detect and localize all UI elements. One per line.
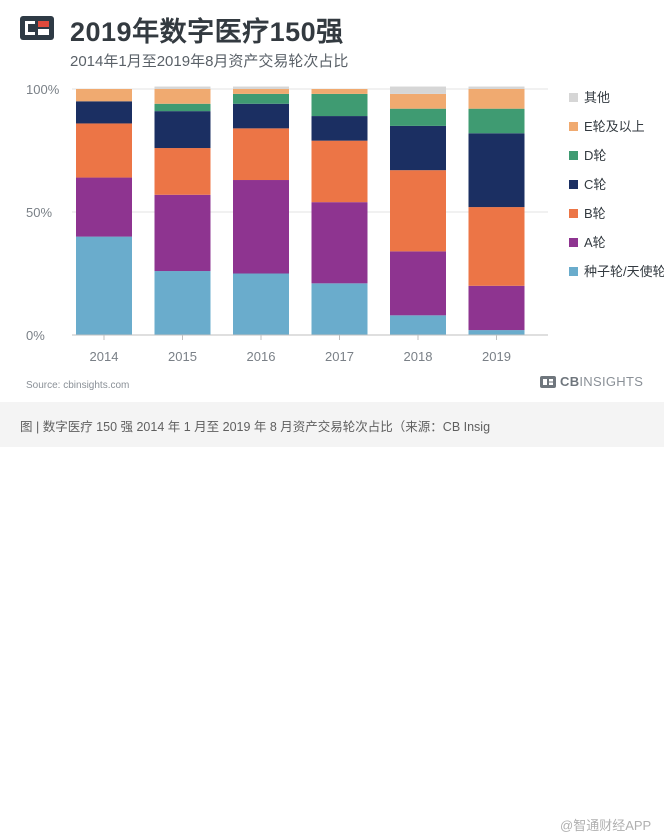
bar-segment [233, 103, 289, 129]
bar-segment [390, 125, 446, 171]
legend-label: D轮 [584, 148, 606, 163]
x-tick-label: 2014 [90, 349, 119, 364]
bar-segment [154, 148, 211, 195]
bar-segment [233, 93, 289, 104]
bar-segment [390, 315, 446, 335]
bar-segment [390, 86, 446, 94]
bar-segment [468, 108, 525, 134]
legend-swatch [569, 93, 578, 102]
legend-swatch [569, 122, 578, 131]
legend-swatch [569, 267, 578, 276]
chart-title: 2019年数字医疗150强 [70, 17, 344, 47]
bar-segment [468, 86, 525, 89]
legend-label: C轮 [584, 177, 606, 192]
bar-segment [311, 140, 368, 203]
legend-label: A轮 [584, 235, 606, 250]
bar-segment [154, 89, 211, 104]
bar-segment [390, 108, 446, 126]
cbinsights-brand-icon [540, 375, 556, 388]
legend-swatch [569, 180, 578, 189]
bar-segment [311, 283, 368, 335]
bar-segment [390, 170, 446, 252]
bar-segment [311, 89, 368, 94]
bar-segment [311, 93, 368, 117]
brand-cb: CB [560, 374, 580, 389]
legend-swatch [569, 238, 578, 247]
legend-label: E轮及以上 [584, 119, 645, 134]
legend-swatch [569, 209, 578, 218]
bar-segment [468, 207, 525, 286]
x-tick-label: 2016 [247, 349, 276, 364]
bar-segment [76, 89, 132, 102]
bar-segment [76, 101, 132, 124]
bar-segment [233, 180, 289, 274]
x-tick-label: 2015 [168, 349, 197, 364]
bar-segment [233, 86, 289, 89]
bar-segment [233, 273, 289, 335]
bar-segment [468, 89, 525, 109]
bar-segment [468, 285, 525, 331]
bar-segment [390, 93, 446, 109]
bar-segment [233, 89, 289, 94]
x-tick-label: 2019 [482, 349, 511, 364]
source-note: Source: cbinsights.com [26, 380, 130, 391]
bar-segment [468, 133, 525, 208]
brand-insights: INSIGHTS [579, 374, 644, 389]
y-tick-label: 0% [26, 328, 45, 343]
caption-text: 图 | 数字医疗 150 强 2014 年 1 月至 2019 年 8 月资产交… [20, 420, 491, 434]
bar-segment [76, 177, 132, 237]
cb-logo-icon [20, 16, 54, 40]
bar-segment [76, 236, 132, 335]
x-tick-label: 2017 [325, 349, 354, 364]
y-tick-label: 50% [26, 205, 52, 220]
bar-segment [390, 251, 446, 316]
chart-card: 2019年数字医疗150强 2014年1月至2019年8月资产交易轮次占比 0%… [0, 0, 664, 402]
stacked-bar-chart: 0% 50% 100% 2014 2015 2016 2017 2018 2019 其他 E轮及以… [26, 82, 664, 364]
bar-segment [233, 128, 289, 181]
bar-segment [76, 123, 132, 178]
y-tick-label: 100% [26, 82, 60, 97]
legend-label: B轮 [584, 206, 606, 221]
bar-segment [311, 202, 368, 284]
cbinsights-brand: CBINSIGHTS [540, 374, 643, 389]
bar-segment [154, 194, 211, 272]
bar-segment [154, 86, 211, 89]
chart-subtitle: 2014年1月至2019年8月资产交易轮次占比 [70, 53, 349, 70]
bar-segment [154, 103, 211, 112]
legend-swatch [569, 151, 578, 160]
bar-segment [154, 111, 211, 149]
x-tick-label: 2018 [404, 349, 433, 364]
watermark: @智通财经APP [560, 818, 652, 833]
bar-segment [311, 116, 368, 141]
legend-label: 种子轮/天使轮v [584, 264, 664, 279]
bar-segment [468, 330, 525, 335]
legend-label: 其他 [584, 90, 610, 105]
caption-bar: 图 | 数字医疗 150 强 2014 年 1 月至 2019 年 8 月资产交… [0, 402, 664, 833]
bar-segment [154, 271, 211, 335]
